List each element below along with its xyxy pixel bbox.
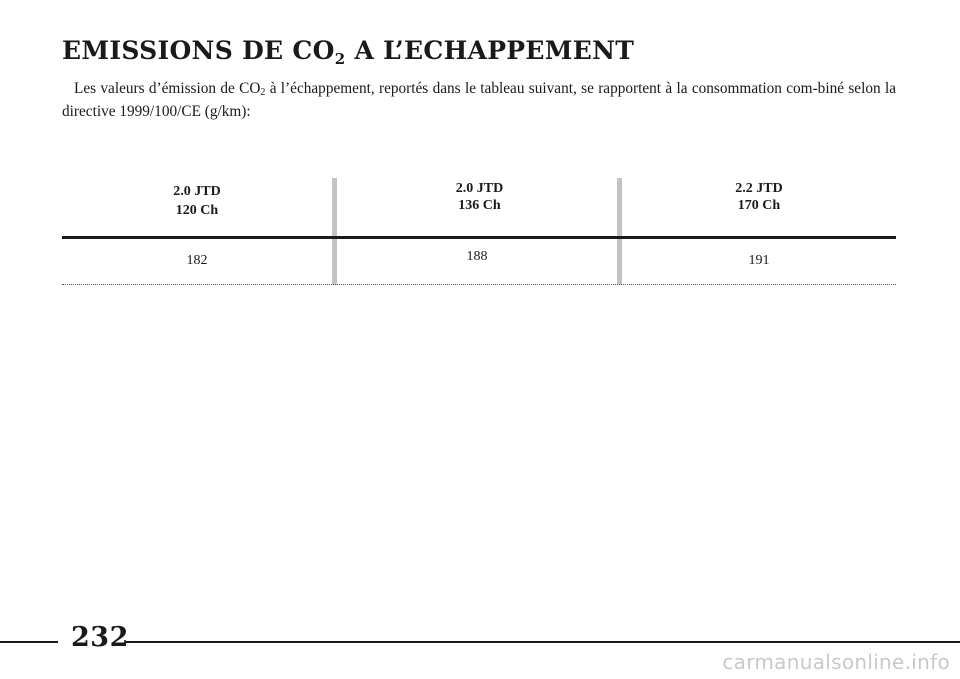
column-header: 2.2 JTD 170 Ch bbox=[622, 180, 896, 214]
footer-rule-right bbox=[125, 641, 960, 643]
page-number: 232 bbox=[71, 622, 129, 653]
column-separator bbox=[332, 178, 337, 285]
emissions-table: 2.0 JTD 120 Ch 2.0 JTD 136 Ch 2.2 JTD 17… bbox=[62, 178, 896, 286]
column-separator bbox=[617, 178, 622, 285]
header-divider bbox=[62, 236, 896, 239]
engine-power: 136 Ch bbox=[458, 198, 501, 213]
watermark: carmanualsonline.info bbox=[722, 650, 950, 674]
column-header: 2.0 JTD 120 Ch bbox=[62, 182, 332, 220]
engine-power: 170 Ch bbox=[737, 198, 781, 213]
emission-value: 182 bbox=[186, 253, 208, 268]
engine-power: 120 Ch bbox=[175, 203, 219, 218]
column-header: 2.0 JTD 136 Ch bbox=[337, 180, 622, 214]
engine-model: 2.0 JTD bbox=[455, 181, 504, 196]
table-bottom-rule bbox=[62, 284, 896, 285]
section-heading: EMISSIONS DE CO2 A L’ECHAPPEMENT bbox=[62, 36, 635, 68]
emission-value: 191 bbox=[748, 253, 770, 268]
footer-rule-left bbox=[0, 641, 58, 643]
engine-model: 2.2 JTD bbox=[735, 181, 783, 196]
intro-paragraph: Les valeurs d’émission de CO2 à l’échapp… bbox=[62, 80, 896, 120]
emission-value: 188 bbox=[466, 249, 488, 264]
engine-model: 2.0 JTD bbox=[173, 184, 221, 199]
